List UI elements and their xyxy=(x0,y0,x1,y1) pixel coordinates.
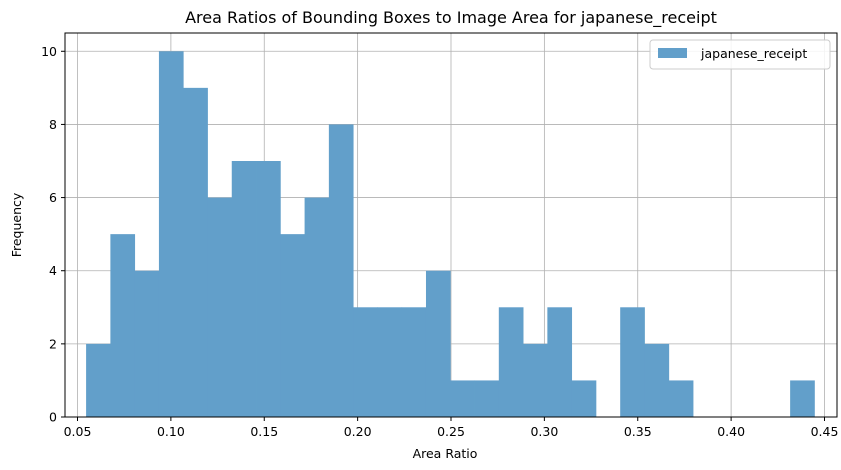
x-tick-label: 0.25 xyxy=(437,424,465,439)
histogram-bar xyxy=(644,343,670,417)
histogram-bar xyxy=(401,307,427,417)
x-tick-label: 0.45 xyxy=(811,424,839,439)
histogram-bar xyxy=(256,161,281,417)
histogram-bar xyxy=(231,161,257,417)
y-tick-label: 4 xyxy=(49,263,57,278)
histogram-bar xyxy=(353,307,378,417)
histogram-bar xyxy=(207,197,233,417)
histogram-bar xyxy=(328,124,354,418)
histogram-bar xyxy=(547,307,573,417)
y-tick-label: 8 xyxy=(49,117,57,132)
legend-swatch xyxy=(658,48,687,58)
y-axis-label: Frequency xyxy=(9,192,24,257)
histogram-bar xyxy=(620,307,645,417)
legend-label: japanese_receipt xyxy=(700,46,807,61)
histogram-bar xyxy=(280,234,305,417)
histogram-bar xyxy=(377,307,403,417)
histogram-bar xyxy=(86,343,111,417)
chart-title: Area Ratios of Bounding Boxes to Image A… xyxy=(185,8,717,28)
y-tick-label: 10 xyxy=(41,44,57,59)
x-tick-label: 0.20 xyxy=(344,424,372,439)
histogram-bar xyxy=(304,197,330,417)
legend-box xyxy=(649,39,831,70)
histogram-bar xyxy=(425,270,451,417)
histogram-bar xyxy=(158,51,184,417)
y-axis-ticks: 0 2 4 6 8 10 xyxy=(41,44,65,425)
y-tick-label: 2 xyxy=(49,336,57,351)
histogram-bar xyxy=(450,380,475,417)
histogram-bar xyxy=(110,234,136,417)
x-tick-label: 0.10 xyxy=(157,424,185,439)
histogram-bar xyxy=(571,380,597,417)
histogram-bars xyxy=(86,51,815,418)
histogram-bar xyxy=(474,380,500,417)
x-tick-label: 0.15 xyxy=(250,424,278,439)
histogram-bar xyxy=(790,380,815,417)
x-tick-label: 0.05 xyxy=(64,424,92,439)
histogram-bar xyxy=(668,380,694,417)
x-tick-label: 0.40 xyxy=(717,424,745,439)
histogram-bar xyxy=(498,307,524,417)
x-tick-label: 0.30 xyxy=(530,424,558,439)
x-axis-ticks: 0.05 0.10 0.15 0.20 0.25 0.30 0.35 0.40 0.45 xyxy=(64,417,839,439)
histogram-bar xyxy=(183,87,208,418)
histogram-bar xyxy=(523,343,548,417)
y-tick-label: 6 xyxy=(49,190,57,205)
legend: japanese_receipt xyxy=(649,39,831,70)
histogram-bar xyxy=(134,270,160,417)
y-tick-label: 0 xyxy=(49,410,57,425)
x-tick-label: 0.35 xyxy=(624,424,652,439)
x-axis-label: Area Ratio xyxy=(413,446,478,461)
